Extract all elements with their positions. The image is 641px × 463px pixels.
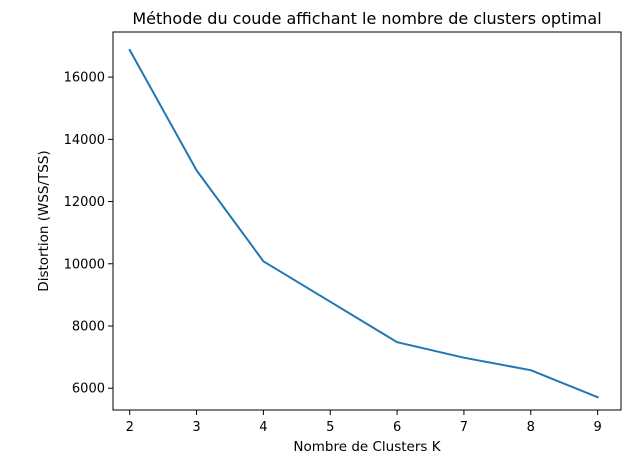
- y-axis-ticks: 6000 8000 10000 12000 14000 16000: [64, 71, 113, 397]
- x-tick-label: 3: [192, 420, 200, 435]
- y-tick-label: 14000: [64, 133, 105, 148]
- plot-area: [113, 32, 621, 410]
- x-tick-label: 5: [326, 420, 334, 435]
- y-tick-label: 16000: [64, 71, 105, 86]
- x-axis-ticks: 2 3 4 5 6 7 8 9: [126, 410, 602, 435]
- x-tick-label: 9: [593, 420, 601, 435]
- x-axis-title: Nombre de Clusters K: [293, 439, 441, 455]
- y-tick-label: 10000: [64, 257, 105, 272]
- x-tick-label: 7: [460, 420, 468, 435]
- x-tick-label: 2: [126, 420, 134, 435]
- x-tick-label: 4: [259, 420, 267, 435]
- series-line: [128, 48, 599, 399]
- chart-title: Méthode du coude affichant le nombre de …: [132, 9, 601, 28]
- y-tick-label: 8000: [72, 320, 105, 335]
- y-tick-label: 6000: [72, 382, 105, 397]
- x-tick-label: 6: [393, 420, 401, 435]
- y-tick-label: 12000: [64, 195, 105, 210]
- y-axis-title: Distortion (WSS/TSS): [36, 150, 52, 291]
- x-tick-label: 8: [527, 420, 535, 435]
- plot-frame: [112, 31, 622, 411]
